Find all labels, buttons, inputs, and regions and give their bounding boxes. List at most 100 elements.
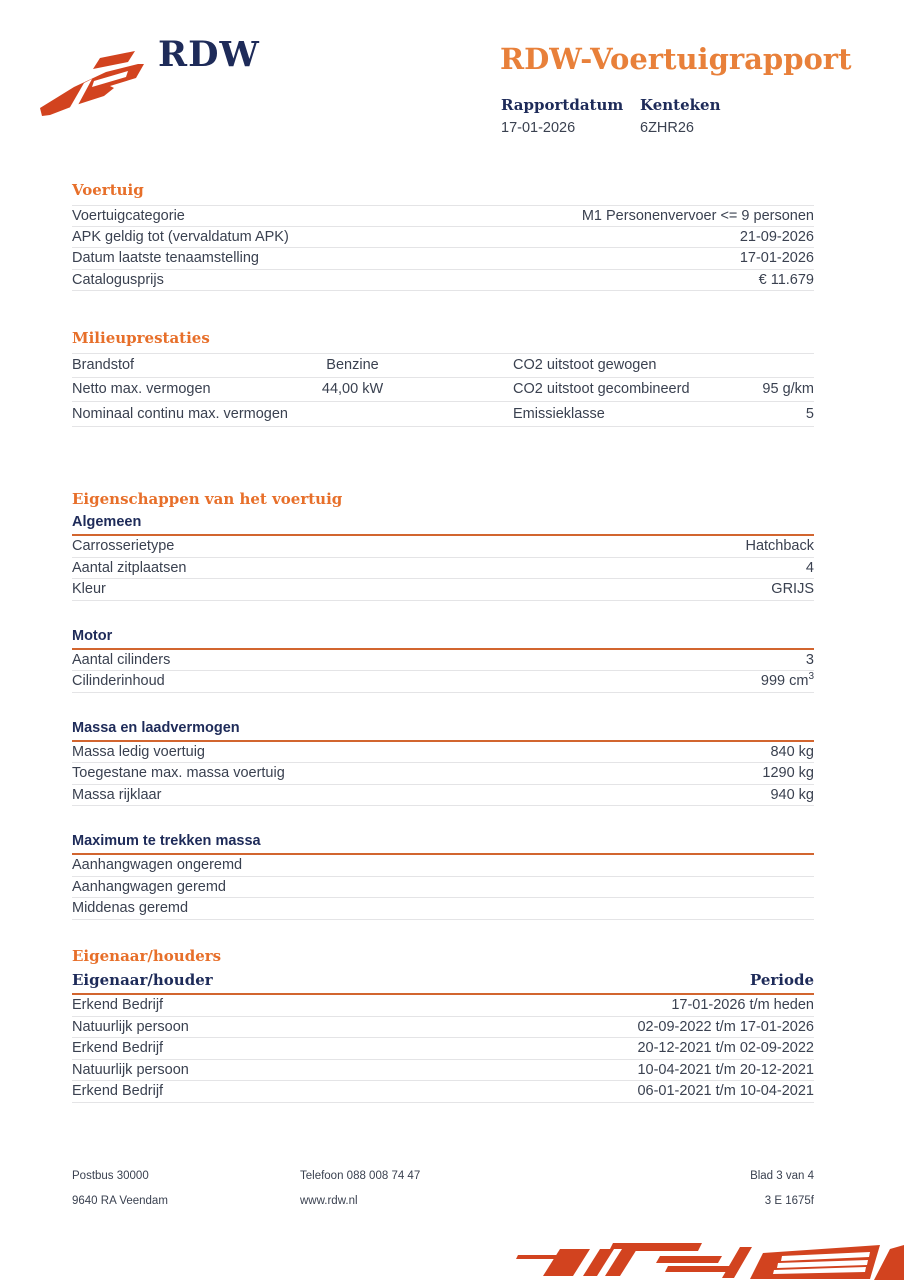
row-value: 3 <box>805 651 814 668</box>
row-value: 4 <box>805 559 814 576</box>
page-title: RDW-Voertuigrapport <box>500 42 852 76</box>
table-row: Erkend Bedrijf 20-12-2021 t/m 02-09-2022 <box>72 1038 814 1060</box>
row-label: Cilinderinhoud <box>72 673 165 690</box>
table-row: Aanhangwagen ongeremd <box>72 855 814 877</box>
row-value: € 11.679 <box>758 271 814 288</box>
section-eigenaar: Eigenaar/houders Eigenaar/houder Periode… <box>72 947 814 1103</box>
row-value: 44,00 kW <box>321 381 384 398</box>
owner-period: 06-01-2021 t/m 10-04-2021 <box>637 1083 814 1100</box>
license-plate-block: Kenteken 6ZHR26 <box>640 96 720 136</box>
row-label: Massa ledig voertuig <box>72 743 205 760</box>
owner-period: 02-09-2022 t/m 17-01-2026 <box>637 1018 814 1035</box>
row-label: Toegestane max. massa voertuig <box>72 765 285 782</box>
owner-period: 20-12-2021 t/m 02-09-2022 <box>637 1040 814 1057</box>
report-date-value: 17-01-2026 <box>501 120 576 136</box>
footer-website: www.rdw.nl <box>300 1195 358 1207</box>
subsection-title-trekken: Maximum te trekken massa <box>72 833 814 855</box>
row-value: 940 kg <box>770 786 814 803</box>
row-value: Benzine <box>326 357 379 374</box>
table-row: Nominaal continu max. vermogen Emissiekl… <box>72 402 814 427</box>
subsection-title-motor: Motor <box>72 628 814 650</box>
section-eigenschappen: Eigenschappen van het voertuig Algemeen … <box>72 490 814 920</box>
table-row: Voertuigcategorie M1 Personenvervoer <= … <box>72 205 814 227</box>
section-title-milieuprestaties: Milieuprestaties <box>72 329 210 347</box>
rdw-logo-icon <box>40 51 144 116</box>
section-title-voertuig: Voertuig <box>72 181 144 199</box>
unit-superscript: 3 <box>808 671 814 683</box>
row-label: Carrosserietype <box>72 538 175 555</box>
row-label: CO2 uitstoot gewogen <box>513 357 657 374</box>
rdw-logo-text: RDW <box>158 34 260 75</box>
footer-phone: Telefoon 088 008 74 47 <box>300 1170 421 1182</box>
section-milieuprestaties: Milieuprestaties Brandstof Benzine CO2 u… <box>72 329 814 427</box>
row-label: Aanhangwagen ongeremd <box>72 857 243 874</box>
owner-type: Erkend Bedrijf <box>72 1083 164 1100</box>
footer-line: Postbus 30000 Telefoon 088 008 74 47 Bla… <box>72 1170 814 1182</box>
row-value: GRIJS <box>771 581 814 598</box>
owner-table-header: Eigenaar/houder Periode <box>72 971 814 995</box>
footer-address-line2: 9640 RA Veendam <box>72 1195 168 1207</box>
table-row: Natuurlijk persoon 02-09-2022 t/m 17-01-… <box>72 1017 814 1038</box>
row-value: 5 <box>805 405 814 422</box>
table-row: Massa ledig voertuig 840 kg <box>72 742 814 763</box>
row-label: Aanhangwagen geremd <box>72 878 226 895</box>
report-date-label: Rapportdatum <box>501 96 624 114</box>
owner-type: Natuurlijk persoon <box>72 1018 189 1035</box>
owner-type: Erkend Bedrijf <box>72 997 164 1014</box>
row-value: 21-09-2026 <box>739 228 814 245</box>
section-voertuig: Voertuig Voertuigcategorie M1 Personenve… <box>72 181 814 291</box>
footer-line: 9640 RA Veendam www.rdw.nl 3 E 1675f <box>72 1195 814 1207</box>
license-plate-value: 6ZHR26 <box>640 120 694 136</box>
table-row: Natuurlijk persoon 10-04-2021 t/m 20-12-… <box>72 1060 814 1081</box>
row-value: 840 kg <box>770 743 814 760</box>
report-date-block: Rapportdatum 17-01-2026 <box>501 96 623 136</box>
subsection-title-algemeen: Algemeen <box>72 514 814 536</box>
row-label: Kleur <box>72 581 106 598</box>
table-row: Aantal cilinders 3 <box>72 650 814 671</box>
subsection-title-massa: Massa en laadvermogen <box>72 720 814 742</box>
row-label: Datum laatste tenaamstelling <box>72 250 259 267</box>
row-label: Emissieklasse <box>513 405 605 422</box>
page-footer: Postbus 30000 Telefoon 088 008 74 47 Bla… <box>72 1170 814 1220</box>
row-label: Catalogusprijs <box>72 271 164 288</box>
table-row: Aanhangwagen geremd <box>72 877 814 898</box>
footer-doc-code: 3 E 1675f <box>764 1195 814 1207</box>
column-header-owner: Eigenaar/houder <box>72 971 213 989</box>
row-label: CO2 uitstoot gecombineerd <box>513 381 690 398</box>
row-label: Massa rijklaar <box>72 786 162 803</box>
owner-period: 10-04-2021 t/m 20-12-2021 <box>637 1061 814 1078</box>
row-label: Netto max. vermogen <box>72 381 211 398</box>
table-row: Netto max. vermogen 44,00 kW CO2 uitstoo… <box>72 378 814 402</box>
row-label: Voertuigcategorie <box>72 207 185 224</box>
row-value: 95 g/km <box>762 381 814 398</box>
row-label: Middenas geremd <box>72 900 189 917</box>
table-row: Massa rijklaar 940 kg <box>72 785 814 806</box>
table-row: Erkend Bedrijf 17-01-2026 t/m heden <box>72 995 814 1017</box>
owner-type: Natuurlijk persoon <box>72 1061 189 1078</box>
table-row: Datum laatste tenaamstelling 17-01-2026 <box>72 248 814 270</box>
table-row: Catalogusprijs € 11.679 <box>72 270 814 291</box>
row-label: Aantal zitplaatsen <box>72 559 187 576</box>
column-header-period: Periode <box>749 971 814 989</box>
footer-address-line1: Postbus 30000 <box>72 1170 149 1182</box>
section-title-eigenaar: Eigenaar/houders <box>72 947 222 965</box>
table-row: Brandstof Benzine CO2 uitstoot gewogen <box>72 353 814 378</box>
row-label: Brandstof <box>72 357 135 374</box>
row-value: M1 Personenvervoer <= 9 personen <box>581 207 814 224</box>
row-value: 1290 kg <box>762 765 814 782</box>
table-row: Toegestane max. massa voertuig 1290 kg <box>72 763 814 785</box>
table-row: Kleur GRIJS <box>72 579 814 601</box>
row-label: Aantal cilinders <box>72 651 171 668</box>
table-row: Middenas geremd <box>72 898 814 920</box>
owner-type: Erkend Bedrijf <box>72 1040 164 1057</box>
row-value: Hatchback <box>745 538 814 555</box>
table-row: APK geldig tot (vervaldatum APK) 21-09-2… <box>72 227 814 248</box>
license-plate-label: Kenteken <box>640 96 721 114</box>
owner-period: 17-01-2026 t/m heden <box>671 997 814 1014</box>
row-value: 17-01-2026 <box>739 250 814 267</box>
footer-page-indicator: Blad 3 van 4 <box>750 1170 814 1182</box>
rdw-stripes-graphic <box>516 1243 904 1280</box>
table-row: Aantal zitplaatsen 4 <box>72 558 814 579</box>
table-row: Carrosserietype Hatchback <box>72 536 814 558</box>
